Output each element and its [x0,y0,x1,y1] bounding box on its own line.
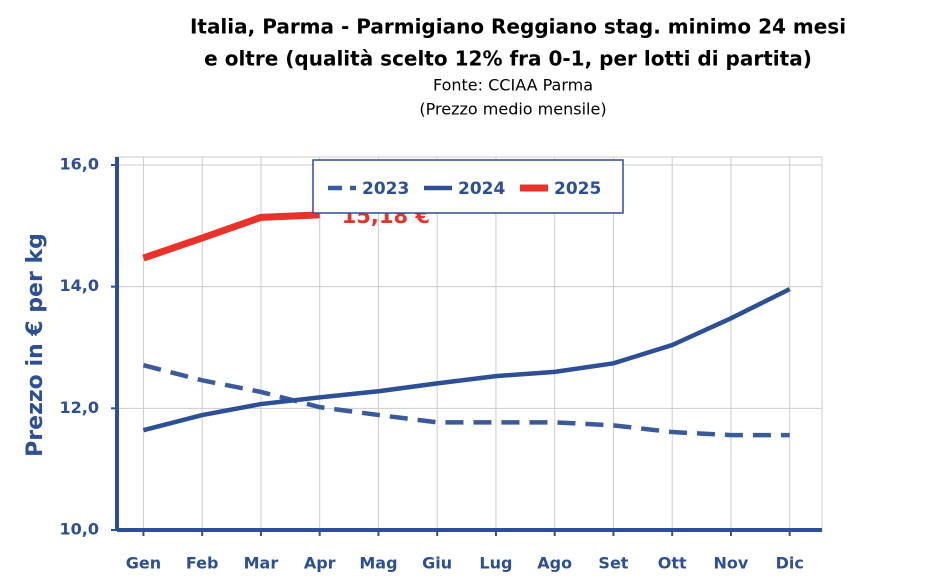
x-tick-label: Feb [186,554,219,573]
series-line [142,362,790,438]
x-tick-label: Ago [537,554,572,573]
chart-title: Italia, Parma - Parmigiano Reggiano stag… [190,15,846,39]
chart-subtitle: Fonte: CCIAA Parma [433,76,593,95]
x-tick-label: Dic [776,554,804,573]
x-tick-label: Set [598,554,628,573]
x-tick-label: Nov [714,554,749,573]
y-tick-label: 16,0 [60,155,99,174]
y-tick-label: 10,0 [60,520,99,539]
legend-label: 2024 [458,179,505,199]
x-tick-label: Mag [359,554,397,573]
x-tick-label: Giu [422,554,452,573]
x-tick-label: Gen [126,554,161,573]
x-tick-label: Apr [304,554,336,573]
y-tick-label: 14,0 [60,276,99,295]
legend-label: 2025 [554,179,601,199]
x-tick-label: Lug [479,554,512,573]
legend-box [312,159,624,214]
x-tick-label: Mar [244,554,279,573]
series-line [142,211,320,262]
plot-area [116,156,823,531]
legend-label: 2023 [362,179,409,199]
y-axis-label: Prezzo in € per kg [23,233,48,457]
series-line [142,287,791,433]
chart-subtitle: (Prezzo medio mensile) [419,100,606,119]
x-tick-label: Ott [658,554,687,573]
legend: 2023 2024 2025 [312,159,624,214]
y-tick-label: 12,0 [60,398,99,417]
chart-title: e oltre (qualità scelto 12% fra 0-1, per… [204,47,812,71]
